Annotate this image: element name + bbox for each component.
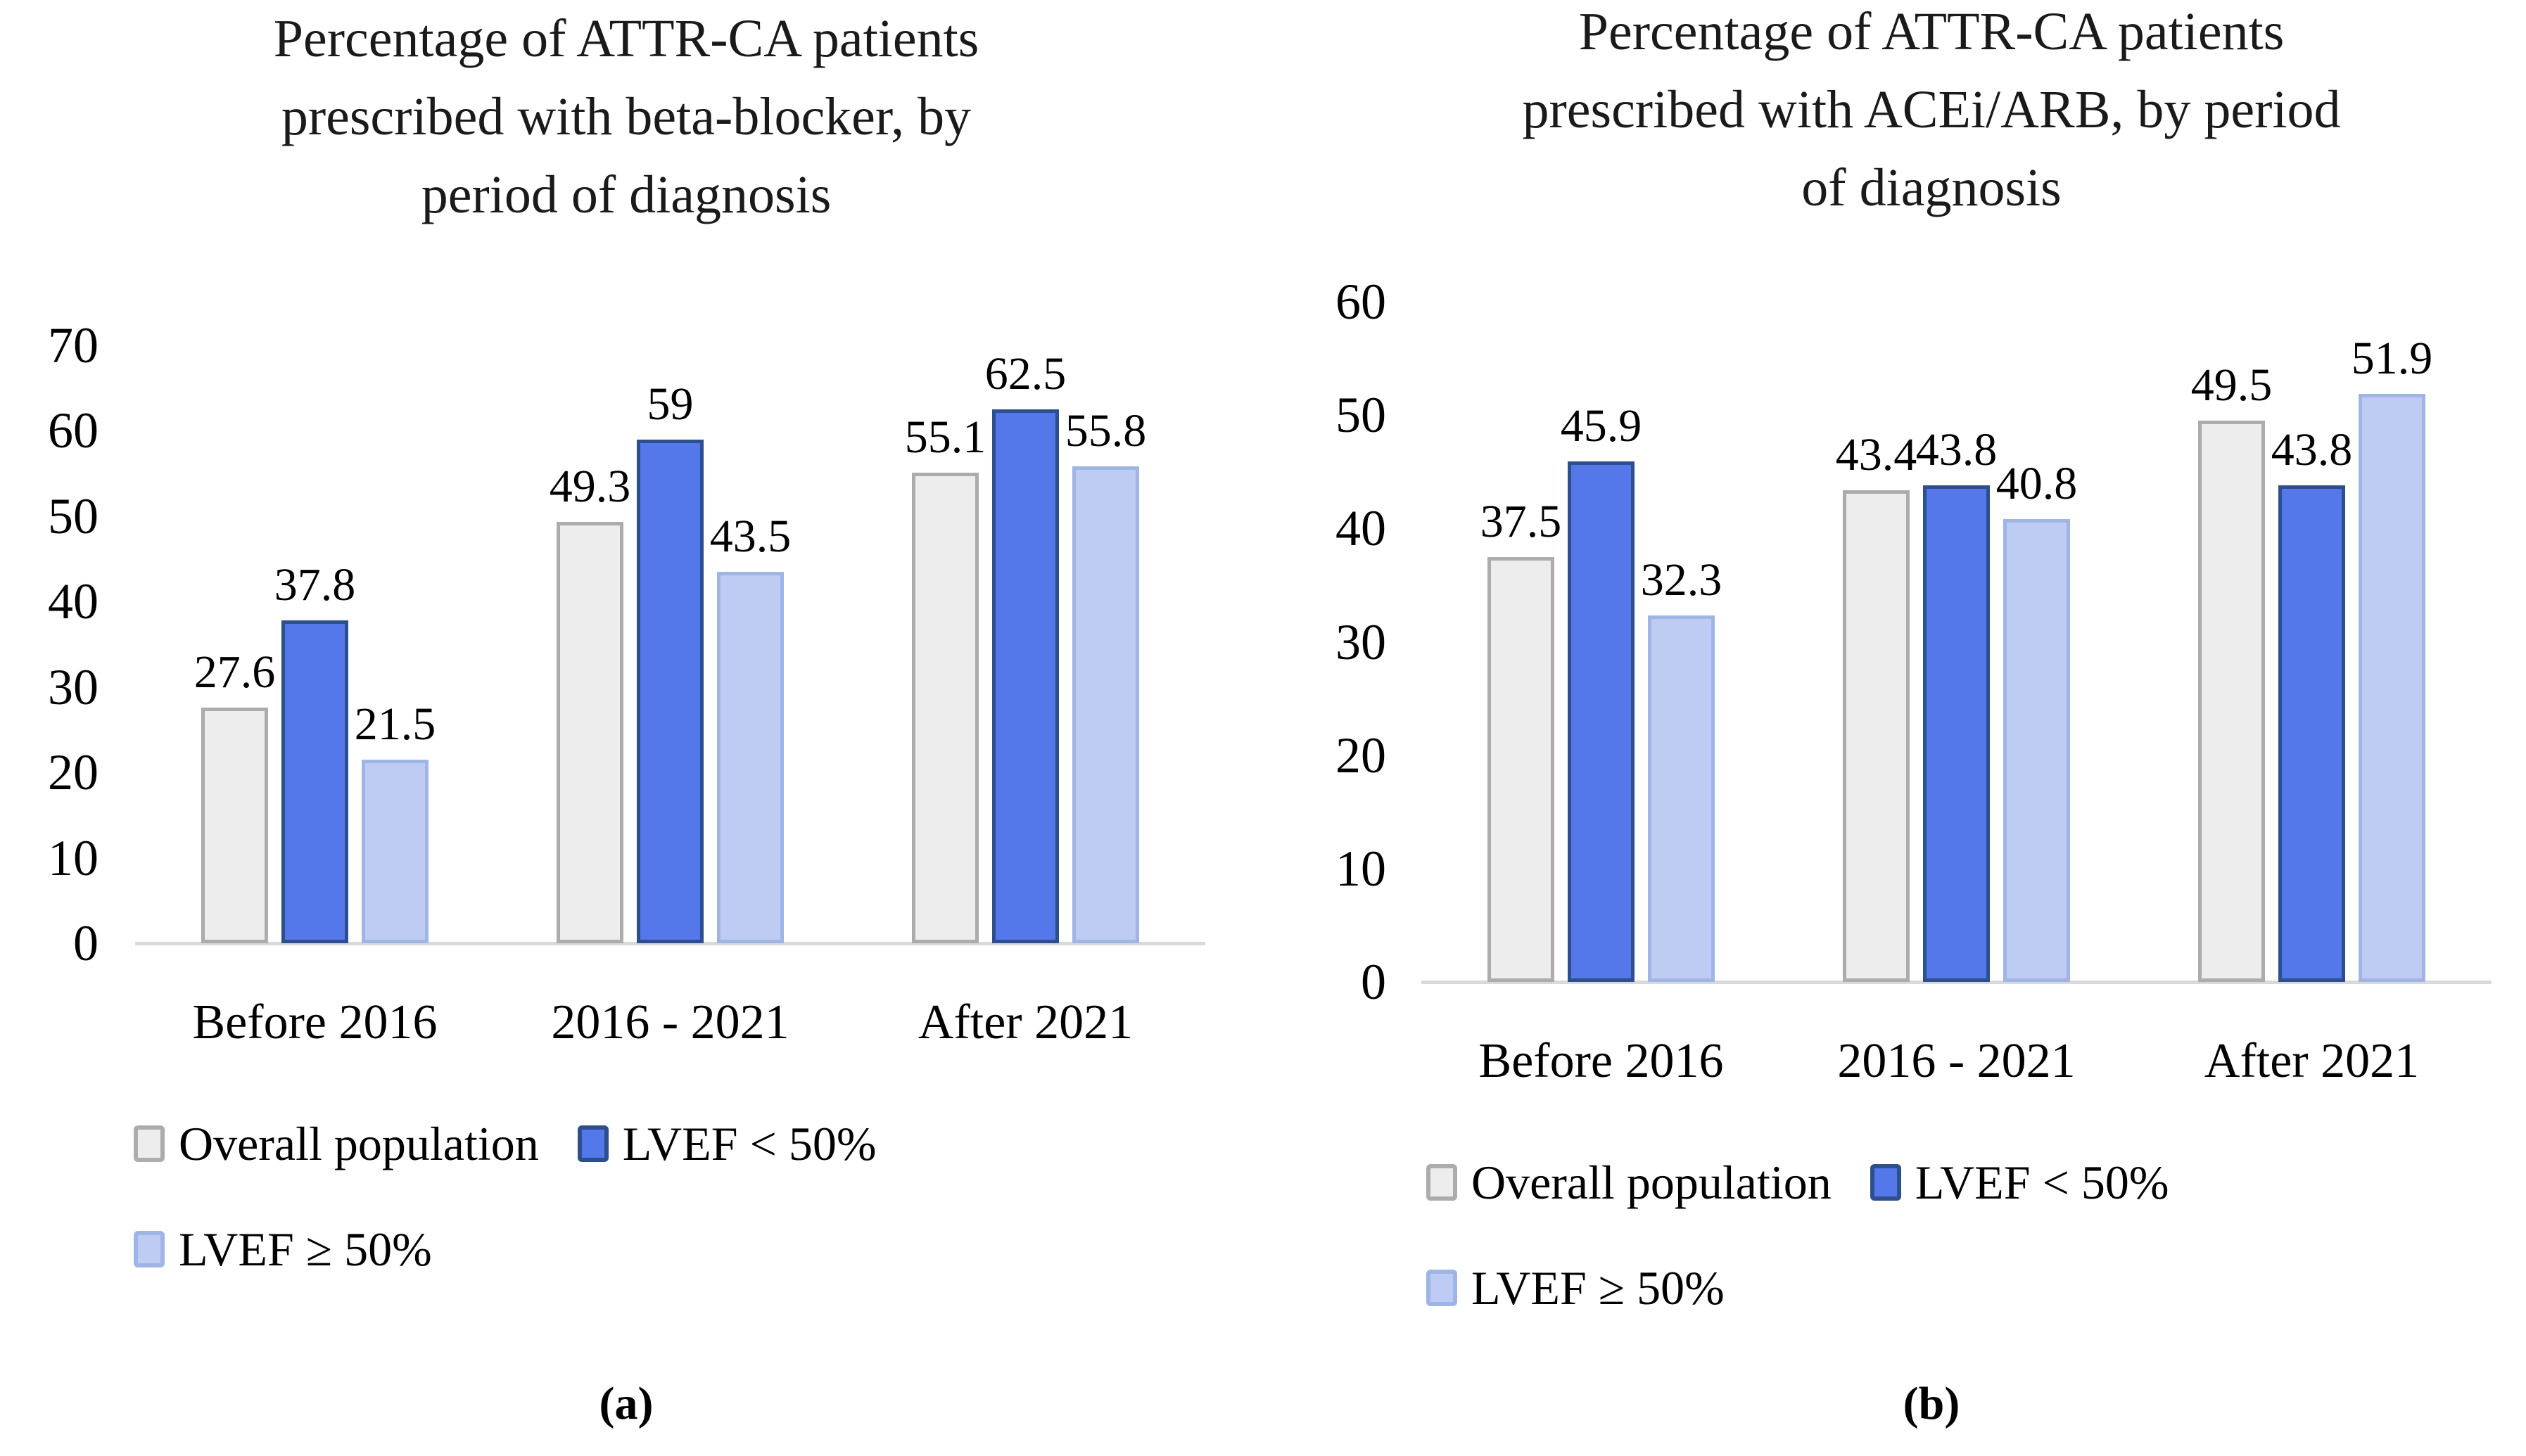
bar-value-label: 32.3	[1640, 554, 1722, 606]
bar-value-label: 55.1	[904, 411, 986, 463]
chart-panel-b: Percentage of ATTR-CA patients prescribed…	[1263, 0, 2526, 1456]
bar-value-label: 27.6	[193, 646, 276, 698]
chart-title-line: Percentage of ATTR-CA patients	[1578, 2, 2285, 61]
bar-value-label: 43.8	[2271, 424, 2353, 476]
x-axis-line	[1421, 981, 2492, 984]
bar-lvef-ge-50	[1648, 615, 1715, 982]
bar-value-label: 43.5	[709, 510, 792, 562]
chart-title-line: prescribed with ACEi/ARB, by period	[1522, 80, 2341, 139]
legend-item-overall-population: Overall population	[1426, 1151, 1832, 1214]
chart-panel-a: Percentage of ATTR-CA patients prescribed…	[48, 0, 1205, 1429]
legend-row: LVEF ≥ 50%	[134, 1218, 432, 1281]
bar-value-label: 55.8	[1065, 405, 1147, 457]
y-tick-label: 20	[1335, 727, 1386, 784]
legend-item-lvef-lt-50: LVEF < 50%	[577, 1112, 877, 1175]
bar-value-label: 59	[647, 378, 694, 430]
x-category-label: After 2021	[918, 995, 1134, 1049]
legend-item-label: LVEF < 50%	[1915, 1156, 2169, 1209]
y-tick-label: 30	[48, 658, 99, 715]
chart-title: Percentage of ATTR-CA patients prescribed…	[63, 0, 1189, 234]
y-tick-label: 10	[48, 829, 99, 886]
legend-row: Overall population LVEF < 50%	[134, 1112, 877, 1175]
legend-item-label: LVEF < 50%	[622, 1117, 877, 1170]
y-tick-label: 50	[48, 487, 99, 544]
bar-value-label: 49.3	[549, 461, 631, 513]
bar-lvef-lt-50	[2278, 485, 2345, 982]
chart-title-line: period of diagnosis	[421, 165, 832, 224]
legend-swatch-lvef-ge-50	[1426, 1270, 1457, 1306]
x-category-label: 2016 - 2021	[1837, 1034, 2076, 1088]
bar-lvef-lt-50	[1568, 461, 1635, 982]
bar-lvef-lt-50	[637, 439, 704, 943]
bar-lvef-lt-50	[281, 620, 348, 943]
legend-item-lvef-lt-50: LVEF < 50%	[1870, 1151, 2169, 1214]
bar-lvef-ge-50	[2359, 393, 2425, 982]
legend-item-label: Overall population	[179, 1117, 539, 1170]
y-tick-label: 60	[48, 402, 99, 459]
bar-value-label: 45.9	[1560, 400, 1642, 452]
y-tick-label: 0	[1361, 954, 1386, 1010]
legend-item-label: LVEF ≥ 50%	[179, 1222, 432, 1276]
x-category-label: After 2021	[2204, 1034, 2420, 1088]
bar-lvef-lt-50	[1923, 485, 1990, 982]
legend-row: LVEF ≥ 50%	[1426, 1256, 1725, 1320]
y-tick-label: 40	[1335, 500, 1386, 557]
panel-label-a: (a)	[599, 1378, 654, 1429]
bar-value-label: 62.5	[984, 348, 1067, 400]
bar-overall-population	[201, 707, 268, 943]
x-axis-line	[135, 942, 1205, 945]
bar-lvef-lt-50	[992, 409, 1059, 943]
y-tick-label: 0	[73, 915, 99, 971]
y-tick-label: 60	[1335, 274, 1386, 330]
bar-lvef-ge-50	[362, 759, 429, 943]
bar-overall-population	[912, 472, 979, 943]
y-tick-label: 20	[48, 744, 99, 801]
bar-overall-population	[2198, 421, 2265, 982]
x-category-label: Before 2016	[192, 995, 438, 1049]
legend-swatch-overall-population	[134, 1125, 165, 1162]
bar-lvef-ge-50	[717, 571, 784, 943]
legend-item-lvef-ge-50: LVEF ≥ 50%	[134, 1218, 432, 1281]
y-tick-label: 50	[1335, 387, 1386, 444]
bar-value-label: 40.8	[1995, 458, 2078, 510]
legend-item-label: Overall population	[1471, 1156, 1832, 1209]
legend-item-label: LVEF ≥ 50%	[1471, 1261, 1725, 1315]
bar-lvef-ge-50	[2003, 519, 2070, 982]
bar-value-label: 51.9	[2351, 332, 2433, 384]
bar-value-label: 49.5	[2190, 359, 2273, 411]
y-tick-label: 40	[48, 573, 99, 630]
bar-value-label: 37.8	[274, 559, 356, 611]
panel-label-b: (b)	[1903, 1378, 1960, 1429]
bar-overall-population	[557, 522, 623, 943]
chart-title-line: of diagnosis	[1801, 158, 2062, 217]
bar-lvef-ge-50	[1072, 466, 1139, 943]
legend-swatch-lvef-lt-50	[577, 1125, 609, 1162]
x-category-label: Before 2016	[1478, 1034, 1724, 1088]
bar-overall-population	[1487, 556, 1554, 982]
y-tick-label: 30	[1335, 613, 1386, 670]
legend-swatch-overall-population	[1426, 1164, 1457, 1201]
chart-title: Percentage of ATTR-CA patients prescribed…	[1369, 0, 2494, 227]
chart-title-line: Percentage of ATTR-CA patients	[273, 9, 979, 68]
legend-item-overall-population: Overall population	[134, 1112, 539, 1175]
y-tick-label: 10	[1335, 840, 1386, 897]
legend-row: Overall population LVEF < 50%	[1426, 1151, 2169, 1214]
bar-value-label: 43.8	[1915, 424, 1998, 476]
bar-overall-population	[1843, 490, 1910, 982]
chart-title-line: prescribed with beta-blocker, by	[281, 87, 972, 146]
legend-swatch-lvef-lt-50	[1870, 1164, 1901, 1201]
legend-item-lvef-ge-50: LVEF ≥ 50%	[1426, 1256, 1725, 1320]
legend-swatch-lvef-ge-50	[134, 1231, 165, 1267]
bar-value-label: 21.5	[354, 698, 436, 750]
bar-value-label: 43.4	[1835, 428, 1917, 480]
x-category-label: 2016 - 2021	[551, 995, 789, 1049]
bar-value-label: 37.5	[1480, 495, 1562, 547]
y-tick-label: 70	[48, 317, 99, 373]
